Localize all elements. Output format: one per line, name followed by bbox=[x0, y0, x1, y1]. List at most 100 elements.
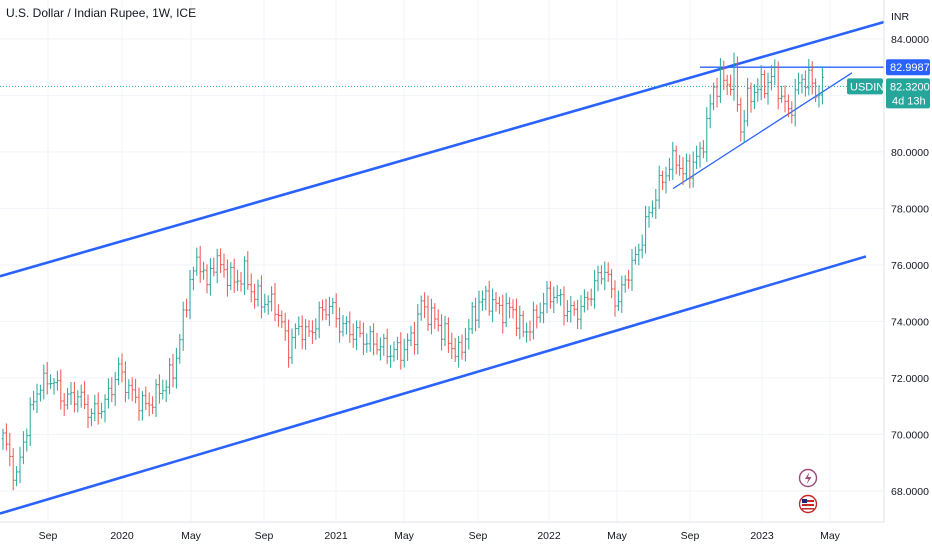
price-bar bbox=[814, 78, 818, 103]
price-bar bbox=[576, 299, 580, 330]
price-bar bbox=[759, 65, 763, 101]
time-tick-label: Sep bbox=[39, 530, 58, 542]
us-flag-event-icon[interactable] bbox=[798, 494, 818, 514]
price-bar bbox=[253, 283, 257, 309]
time-tick-label: 2021 bbox=[324, 530, 348, 542]
price-bar bbox=[589, 288, 593, 307]
price-bar bbox=[678, 155, 682, 176]
price-bar bbox=[732, 52, 736, 101]
price-bar bbox=[239, 271, 243, 292]
price-bar bbox=[565, 300, 569, 323]
price-bar bbox=[769, 65, 773, 91]
price-bar bbox=[790, 101, 794, 124]
price-bar bbox=[59, 369, 63, 410]
price-bar bbox=[11, 448, 15, 491]
price-bar bbox=[657, 165, 661, 209]
price-bar bbox=[725, 74, 729, 95]
price-bar bbox=[508, 297, 512, 319]
price-bar bbox=[674, 145, 678, 175]
price-bar bbox=[103, 394, 107, 423]
price-bar bbox=[338, 307, 342, 343]
price-bar bbox=[644, 205, 648, 254]
price-bar bbox=[742, 110, 746, 143]
price-bar bbox=[661, 170, 665, 191]
price-bar bbox=[640, 234, 644, 259]
price-bar bbox=[25, 428, 29, 452]
price-bar bbox=[52, 377, 56, 395]
price-bar bbox=[416, 303, 420, 355]
price-bar bbox=[616, 290, 620, 311]
price-bar bbox=[613, 280, 617, 317]
price-bar bbox=[317, 301, 321, 339]
time-tick-label: 2023 bbox=[750, 530, 774, 542]
trendlines bbox=[0, 20, 885, 515]
price-bar bbox=[582, 289, 586, 313]
price-bar bbox=[671, 141, 675, 180]
price-bar bbox=[45, 361, 49, 395]
price-bar bbox=[259, 275, 263, 319]
price-bar bbox=[803, 70, 807, 97]
chart-title: U.S. Dollar / Indian Rupee, 1W, ICE bbox=[6, 6, 197, 20]
price-bar bbox=[293, 323, 297, 349]
price-bar bbox=[735, 56, 739, 112]
price-bar bbox=[599, 265, 603, 285]
price-bar bbox=[351, 323, 355, 348]
price-bar bbox=[606, 262, 610, 282]
price-bar bbox=[38, 384, 42, 402]
price-bar bbox=[287, 319, 291, 368]
price-bar bbox=[324, 298, 328, 321]
price-bar bbox=[817, 85, 821, 108]
price-bar bbox=[688, 154, 692, 189]
price-bar bbox=[348, 311, 352, 343]
price-bar bbox=[603, 261, 607, 291]
price-bar bbox=[225, 259, 229, 297]
price-bar bbox=[494, 292, 498, 312]
lightning-event-icon[interactable] bbox=[798, 468, 818, 488]
price-bar bbox=[178, 333, 182, 364]
price-bar bbox=[276, 304, 280, 327]
price-bar bbox=[552, 286, 556, 314]
price-bar bbox=[242, 256, 246, 296]
price-bar bbox=[372, 323, 376, 356]
price-bar bbox=[96, 392, 100, 425]
price-bar bbox=[786, 94, 790, 118]
price-bar bbox=[202, 261, 206, 280]
price-bar bbox=[555, 285, 559, 304]
price-bar bbox=[654, 188, 658, 219]
price-bar bbox=[378, 337, 382, 361]
time-tick-label: 2020 bbox=[110, 530, 134, 542]
time-tick-label: Sep bbox=[469, 530, 488, 542]
price-bar bbox=[208, 258, 212, 296]
price-bar bbox=[32, 390, 36, 411]
price-bar bbox=[579, 295, 583, 330]
price-bar bbox=[49, 374, 53, 389]
price-bar bbox=[538, 302, 542, 323]
price-tick-label: 80.0000 bbox=[891, 147, 929, 159]
price-bar bbox=[637, 243, 641, 266]
price-bar bbox=[28, 397, 32, 446]
price-bar bbox=[797, 72, 801, 95]
price-bar bbox=[542, 292, 546, 324]
price-bar bbox=[504, 292, 508, 328]
price-bar bbox=[698, 142, 702, 168]
price-bar bbox=[450, 332, 454, 359]
price-bar bbox=[412, 321, 416, 355]
price-bar bbox=[151, 396, 155, 414]
price-bar bbox=[89, 408, 93, 427]
price-bar bbox=[518, 305, 522, 340]
price-bar bbox=[174, 347, 178, 389]
price-bar bbox=[344, 316, 348, 335]
price-bar bbox=[314, 318, 318, 340]
bar-countdown: 4d 13h bbox=[892, 95, 926, 107]
price-bar bbox=[154, 379, 158, 418]
price-bar bbox=[467, 318, 471, 350]
price-bar bbox=[229, 262, 233, 291]
price-bar bbox=[290, 328, 294, 365]
price-bar bbox=[722, 60, 726, 90]
price-bar bbox=[695, 145, 699, 170]
price-bar bbox=[708, 94, 712, 129]
event-icons bbox=[798, 468, 818, 514]
price-bar bbox=[395, 336, 399, 361]
